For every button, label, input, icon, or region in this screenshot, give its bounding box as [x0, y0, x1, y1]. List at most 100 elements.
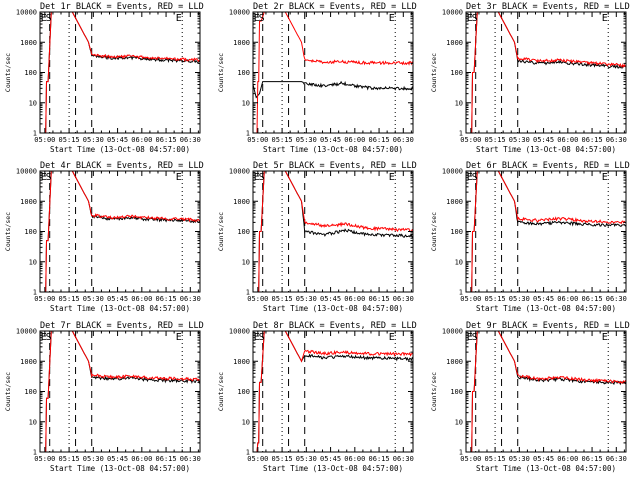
x-tick-label: 05:15 — [485, 455, 506, 463]
y-tick-label: 10000 — [16, 328, 37, 336]
panel-title: Det 3r BLACK = Events, RED = LLD — [466, 2, 630, 12]
x-tick-label: 05:00 — [247, 295, 268, 303]
event-marker-label: S — [472, 332, 478, 343]
y-tick-label: 10000 — [442, 9, 463, 17]
event-marker-label: S — [259, 332, 265, 343]
x-tick-label: 05:45 — [533, 455, 554, 463]
lld-trace — [466, 331, 626, 452]
x-tick-label: 05:00 — [34, 136, 55, 144]
x-tick-label: 05:45 — [320, 295, 341, 303]
x-tick-label: 06:30 — [180, 455, 201, 463]
x-tick-label: 05:30 — [296, 295, 317, 303]
panel-title: Det 4r BLACK = Events, RED = LLD — [40, 161, 204, 171]
y-axis-label: Counts/sec — [430, 372, 438, 411]
y-tick-label: 1 — [33, 289, 37, 297]
detector-panel: Det 1r BLACK = Events, RED = LLD 1 10 100 10… — [4, 2, 204, 154]
event-marker-label: S — [259, 13, 265, 24]
panel-title: Det 9r BLACK = Events, RED = LLD — [466, 321, 630, 331]
event-marker-label: E — [41, 172, 47, 183]
events-trace — [466, 12, 626, 133]
x-tick-label: 06:00 — [344, 136, 365, 144]
plot-frame — [465, 170, 627, 293]
events-trace — [40, 171, 200, 292]
plot-frame — [465, 11, 627, 134]
event-marker-label: E — [467, 172, 473, 183]
event-marker-label: E — [176, 13, 182, 24]
x-tick-label: 06:00 — [344, 295, 365, 303]
x-tick-label: 06:15 — [156, 136, 177, 144]
y-tick-label: 100 — [24, 228, 37, 236]
y-tick-label: 10000 — [16, 168, 37, 176]
x-tick-label: 06:00 — [557, 136, 578, 144]
panel-title: Det 8r BLACK = Events, RED = LLD — [253, 321, 417, 331]
x-axis-label: Start Time (13-Oct-08 04:57:00) — [50, 464, 190, 473]
y-tick-label: 10000 — [442, 328, 463, 336]
x-tick-label: 06:30 — [180, 136, 201, 144]
x-tick-label: 05:15 — [59, 455, 80, 463]
y-tick-label: 10 — [29, 99, 37, 107]
y-tick-label: 100 — [24, 388, 37, 396]
y-tick-label: 1 — [459, 289, 463, 297]
panel-title: Det 6r BLACK = Events, RED = LLD — [466, 161, 630, 171]
plot-frame — [252, 330, 414, 453]
y-tick-label: 1000 — [20, 358, 37, 366]
x-tick-label: 06:00 — [131, 295, 152, 303]
x-tick-label: 05:30 — [83, 455, 104, 463]
y-tick-label: 100 — [237, 388, 250, 396]
x-tick-label: 06:30 — [606, 295, 627, 303]
x-tick-label: 05:45 — [107, 295, 128, 303]
plot-frame — [252, 170, 414, 293]
x-tick-label: 05:00 — [460, 136, 481, 144]
y-tick-label: 100 — [24, 69, 37, 77]
y-axis-label: Counts/sec — [430, 212, 438, 251]
y-tick-label: 10 — [242, 418, 250, 426]
y-tick-label: 100 — [450, 69, 463, 77]
x-tick-label: 05:00 — [34, 455, 55, 463]
lld-trace — [40, 331, 200, 452]
x-tick-label: 05:30 — [83, 136, 104, 144]
event-marker-label: E — [176, 332, 182, 343]
panel-title: Det 5r BLACK = Events, RED = LLD — [253, 161, 417, 171]
event-marker-label: S — [472, 13, 478, 24]
lld-trace — [253, 331, 413, 452]
detector-panel: Det 3r BLACK = Events, RED = LLD 1 10 100 10… — [430, 2, 630, 154]
x-tick-label: 05:45 — [107, 136, 128, 144]
x-tick-label: 05:15 — [485, 295, 506, 303]
event-marker-label: S — [46, 332, 52, 343]
detector-panel: Det 5r BLACK = Events, RED = LLD 1 10 100 10… — [217, 161, 417, 313]
x-axis-label: Start Time (13-Oct-08 04:57:00) — [476, 464, 616, 473]
y-tick-label: 10 — [29, 258, 37, 266]
x-tick-label: 05:30 — [296, 136, 317, 144]
event-marker-label: E — [467, 332, 473, 343]
x-axis-label: Start Time (13-Oct-08 04:57:00) — [50, 304, 190, 313]
plot-frame — [39, 330, 201, 453]
x-tick-label: 06:30 — [393, 455, 414, 463]
events-trace — [253, 171, 413, 292]
y-tick-label: 1000 — [446, 198, 463, 206]
y-tick-label: 10000 — [229, 9, 250, 17]
x-axis-label: Start Time (13-Oct-08 04:57:00) — [263, 304, 403, 313]
detector-panel: Det 7r BLACK = Events, RED = LLD 1 10 100 10… — [4, 321, 204, 473]
event-marker-label: E — [467, 13, 473, 24]
x-tick-label: 05:15 — [272, 455, 293, 463]
x-tick-label: 05:15 — [485, 136, 506, 144]
plot-frame — [252, 11, 414, 134]
y-tick-label: 10 — [242, 258, 250, 266]
y-tick-label: 1 — [459, 130, 463, 138]
lld-trace — [466, 171, 626, 292]
events-trace — [466, 331, 626, 452]
y-tick-label: 1 — [33, 449, 37, 457]
events-trace — [253, 331, 413, 452]
x-tick-label: 06:30 — [393, 295, 414, 303]
event-marker-label: E — [602, 332, 608, 343]
lld-trace — [40, 171, 200, 292]
x-tick-label: 05:00 — [460, 455, 481, 463]
y-tick-label: 1000 — [233, 198, 250, 206]
x-tick-label: 06:15 — [369, 295, 390, 303]
y-tick-label: 1 — [246, 130, 250, 138]
events-trace — [466, 171, 626, 292]
panel-title: Det 2r BLACK = Events, RED = LLD — [253, 2, 417, 12]
x-tick-label: 05:30 — [509, 136, 530, 144]
y-tick-label: 100 — [237, 69, 250, 77]
